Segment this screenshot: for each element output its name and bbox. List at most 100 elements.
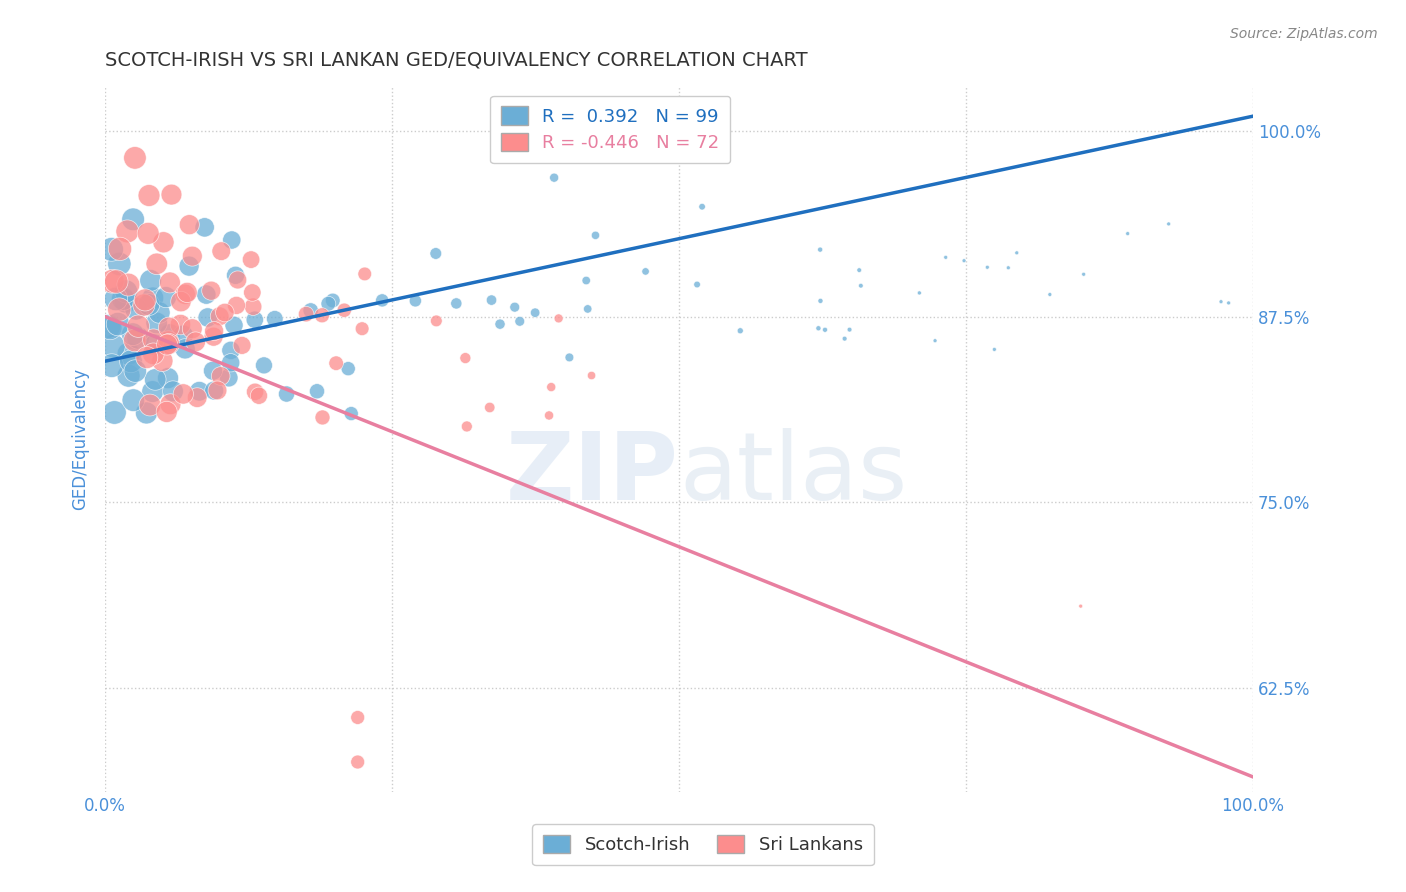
Scotch-Irish xyxy=(124,364,146,378)
Sri Lankans xyxy=(181,322,204,336)
Scotch-Irish xyxy=(924,334,946,348)
Sri Lankans xyxy=(200,284,222,298)
Sri Lankans xyxy=(139,398,162,412)
Scotch-Irish xyxy=(103,405,125,419)
Sri Lankans xyxy=(117,224,139,238)
Scotch-Irish xyxy=(263,311,285,326)
Sri Lankans xyxy=(352,321,374,335)
Sri Lankans xyxy=(124,151,146,165)
Sri Lankans xyxy=(156,405,179,419)
Scotch-Irish xyxy=(997,260,1019,275)
Scotch-Irish xyxy=(100,243,122,257)
Scotch-Irish xyxy=(100,359,122,373)
Scotch-Irish xyxy=(337,361,360,376)
Scotch-Irish xyxy=(686,277,709,292)
Scotch-Irish xyxy=(276,387,298,401)
Scotch-Irish xyxy=(425,246,447,260)
Scotch-Irish xyxy=(115,294,138,309)
Sri Lankans xyxy=(169,318,191,332)
Sri Lankans xyxy=(247,389,270,403)
Scotch-Irish xyxy=(104,292,127,306)
Scotch-Irish xyxy=(174,342,197,356)
Scotch-Irish xyxy=(489,317,512,331)
Sri Lankans xyxy=(157,320,180,334)
Scotch-Irish xyxy=(117,368,139,383)
Scotch-Irish xyxy=(142,291,165,305)
Scotch-Irish xyxy=(222,318,245,333)
Scotch-Irish xyxy=(1157,217,1180,231)
Sri Lankans xyxy=(145,257,167,271)
Sri Lankans xyxy=(127,319,149,334)
Scotch-Irish xyxy=(810,293,832,308)
Sri Lankans xyxy=(159,276,181,290)
Scotch-Irish xyxy=(117,347,139,361)
Scotch-Irish xyxy=(120,354,142,368)
Sri Lankans xyxy=(226,273,249,287)
Sri Lankans xyxy=(240,252,263,267)
Sri Lankans xyxy=(454,351,477,365)
Sri Lankans xyxy=(176,285,198,300)
Sri Lankans xyxy=(333,303,356,318)
Sri Lankans xyxy=(353,267,375,281)
Scotch-Irish xyxy=(730,324,752,338)
Sri Lankans xyxy=(174,287,197,301)
Scotch-Irish xyxy=(481,293,503,307)
Scotch-Irish xyxy=(848,263,870,277)
Sri Lankans xyxy=(225,298,247,312)
Sri Lankans xyxy=(170,294,193,309)
Scotch-Irish xyxy=(122,393,145,408)
Text: atlas: atlas xyxy=(679,428,907,520)
Scotch-Irish xyxy=(219,343,242,358)
Scotch-Irish xyxy=(159,327,181,342)
Sri Lankans xyxy=(325,356,347,370)
Scotch-Irish xyxy=(1116,227,1139,241)
Sri Lankans xyxy=(207,384,229,398)
Scotch-Irish xyxy=(322,293,344,308)
Scotch-Irish xyxy=(807,321,830,335)
Sri Lankans xyxy=(172,387,194,401)
Scotch-Irish xyxy=(112,292,135,306)
Scotch-Irish xyxy=(808,243,831,257)
Scotch-Irish xyxy=(371,293,394,308)
Scotch-Irish xyxy=(908,285,931,300)
Sri Lankans xyxy=(208,310,231,324)
Sri Lankans xyxy=(142,347,165,361)
Sri Lankans xyxy=(214,305,236,319)
Sri Lankans xyxy=(242,300,264,314)
Scotch-Irish xyxy=(138,297,160,311)
Sri Lankans xyxy=(135,351,157,365)
Scotch-Irish xyxy=(503,300,526,314)
Scotch-Irish xyxy=(576,301,599,316)
Scotch-Irish xyxy=(253,359,276,373)
Sri Lankans xyxy=(202,329,225,343)
Scotch-Irish xyxy=(98,320,121,334)
Scotch-Irish xyxy=(225,268,247,283)
Sri Lankans xyxy=(425,314,447,328)
Sri Lankans xyxy=(156,337,179,351)
Scotch-Irish xyxy=(157,371,180,385)
Scotch-Irish xyxy=(1218,296,1240,310)
Scotch-Irish xyxy=(953,253,976,268)
Sri Lankans xyxy=(132,298,155,312)
Sri Lankans xyxy=(159,397,181,411)
Scotch-Irish xyxy=(1005,245,1028,260)
Sri Lankans xyxy=(150,354,173,368)
Scotch-Irish xyxy=(585,228,607,243)
Text: Source: ZipAtlas.com: Source: ZipAtlas.com xyxy=(1230,27,1378,41)
Legend: R =  0.392   N = 99, R = -0.446   N = 72: R = 0.392 N = 99, R = -0.446 N = 72 xyxy=(491,95,730,163)
Scotch-Irish xyxy=(543,170,565,185)
Sri Lankans xyxy=(124,334,146,348)
Scotch-Irish xyxy=(976,260,998,275)
Scotch-Irish xyxy=(148,305,170,319)
Scotch-Irish xyxy=(305,384,328,399)
Scotch-Irish xyxy=(107,317,129,331)
Sri Lankans xyxy=(581,368,603,383)
Sri Lankans xyxy=(157,337,180,351)
Scotch-Irish xyxy=(155,290,177,304)
Sri Lankans xyxy=(538,409,561,423)
Scotch-Irish xyxy=(1073,267,1095,281)
Scotch-Irish xyxy=(243,312,266,326)
Scotch-Irish xyxy=(202,384,225,398)
Sri Lankans xyxy=(108,302,131,317)
Scotch-Irish xyxy=(103,339,125,353)
